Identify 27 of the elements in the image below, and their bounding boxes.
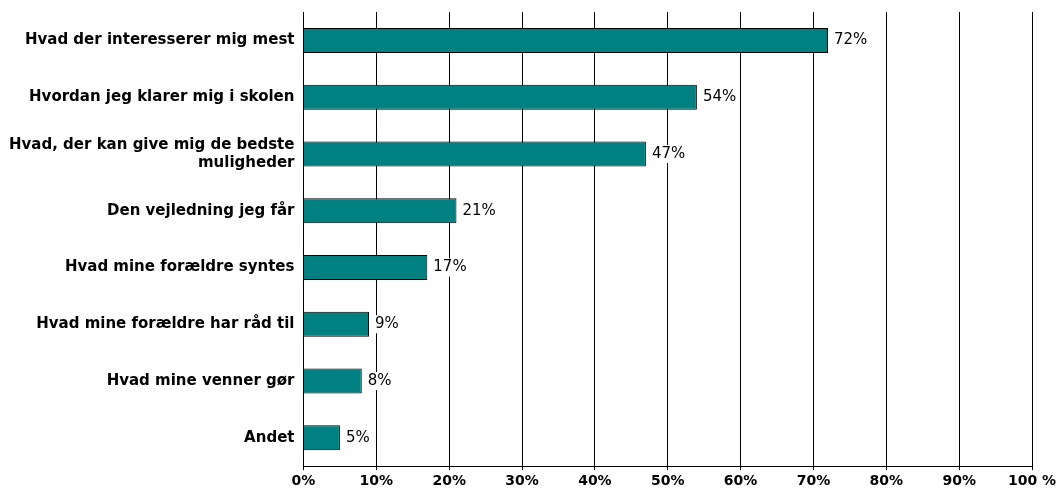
x-tick-label: 30%	[505, 472, 539, 489]
y-tick-label: Andet	[244, 427, 295, 446]
y-tick-label: Hvad der interesserer mig mest	[24, 30, 295, 49]
x-tick-label: 100 %	[1007, 472, 1057, 489]
y-tick-label: Hvad, der kan give mig de bedste muligheder	[8, 134, 296, 171]
x-tick-label: 90%	[942, 472, 976, 489]
data-label: 8%	[367, 370, 392, 389]
x-tick-label: 20%	[432, 472, 466, 489]
y-tick-label: Hvordan jeg klarer mig i skolen	[29, 87, 295, 106]
x-tick-label: 0%	[291, 472, 316, 489]
data-label: 21%	[462, 200, 496, 219]
y-tick-label: Den vejledning jeg får	[107, 200, 296, 219]
y-tick-label: Hvad mine forældre har råd til	[36, 314, 295, 333]
data-label: 72%	[834, 30, 868, 49]
data-label: 5%	[345, 427, 370, 446]
x-tick-label: 10%	[359, 472, 394, 489]
data-label: 17%	[433, 257, 467, 276]
data-label: 47%	[651, 143, 686, 162]
x-tick-label: 70%	[796, 472, 831, 489]
x-tick-label: 80%	[869, 472, 904, 489]
data-label: 54%	[702, 87, 737, 106]
x-tick-label: 60%	[723, 472, 758, 489]
y-tick-label: Hvad mine forældre syntes	[64, 257, 295, 276]
y-tick-label: Hvad mine venner gør	[106, 370, 296, 389]
x-tick-label: 50%	[650, 472, 685, 489]
data-label: 9%	[375, 314, 399, 333]
x-tick-label: 40%	[578, 472, 612, 489]
